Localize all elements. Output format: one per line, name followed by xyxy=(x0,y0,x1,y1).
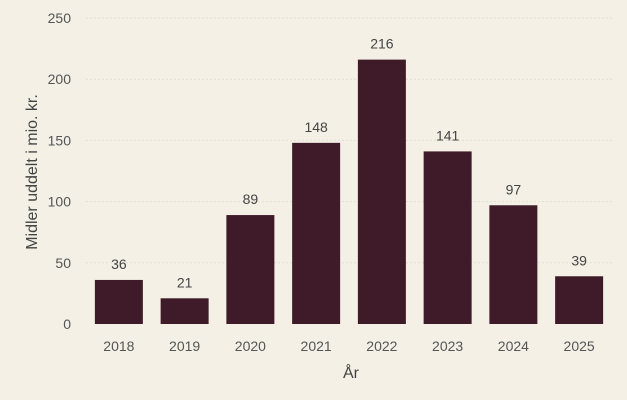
x-tick-label-2025: 2025 xyxy=(564,338,595,354)
bar-2021 xyxy=(292,142,341,324)
bar-2024 xyxy=(489,205,538,324)
x-tick-label-2020: 2020 xyxy=(235,338,266,354)
data-label-2019: 21 xyxy=(177,274,193,290)
bar-2022 xyxy=(357,59,406,325)
x-axis-ticks: 2018 2019 2020 2021 2022 2023 2024 2025 xyxy=(103,338,595,354)
x-tick-label-2024: 2024 xyxy=(498,338,529,354)
data-label-2022: 216 xyxy=(370,36,394,52)
y-tick-label: 0 xyxy=(63,316,71,332)
x-tick-label-2022: 2022 xyxy=(366,338,397,354)
data-label-2020: 89 xyxy=(243,191,259,207)
bar-2023 xyxy=(423,151,472,324)
data-label-2021: 148 xyxy=(304,119,328,135)
y-tick-label: 150 xyxy=(48,132,72,148)
x-tick-label-2019: 2019 xyxy=(169,338,200,354)
data-label-2018: 36 xyxy=(111,256,127,272)
bar-2019 xyxy=(160,298,209,324)
data-label-2024: 97 xyxy=(506,181,522,197)
data-label-2025: 39 xyxy=(571,252,587,268)
y-axis-title: Midler uddelt i mio. kr. xyxy=(24,94,41,250)
x-tick-label-2021: 2021 xyxy=(301,338,332,354)
x-axis-title: År xyxy=(343,363,360,382)
y-tick-label: 50 xyxy=(55,255,71,271)
bar-2025 xyxy=(555,276,604,324)
x-tick-label-2023: 2023 xyxy=(432,338,463,354)
x-tick-label-2018: 2018 xyxy=(103,338,134,354)
data-labels: 36 21 89 148 216 141 97 39 xyxy=(111,36,587,291)
data-label-2023: 141 xyxy=(436,127,460,143)
y-tick-label: 200 xyxy=(48,71,72,87)
y-tick-label: 100 xyxy=(48,194,72,210)
y-axis-ticks: 0 50 100 150 200 250 xyxy=(48,10,72,332)
bars xyxy=(94,59,604,325)
bar-2020 xyxy=(226,215,275,324)
bar-2018 xyxy=(94,279,143,324)
y-tick-label: 250 xyxy=(48,10,72,26)
